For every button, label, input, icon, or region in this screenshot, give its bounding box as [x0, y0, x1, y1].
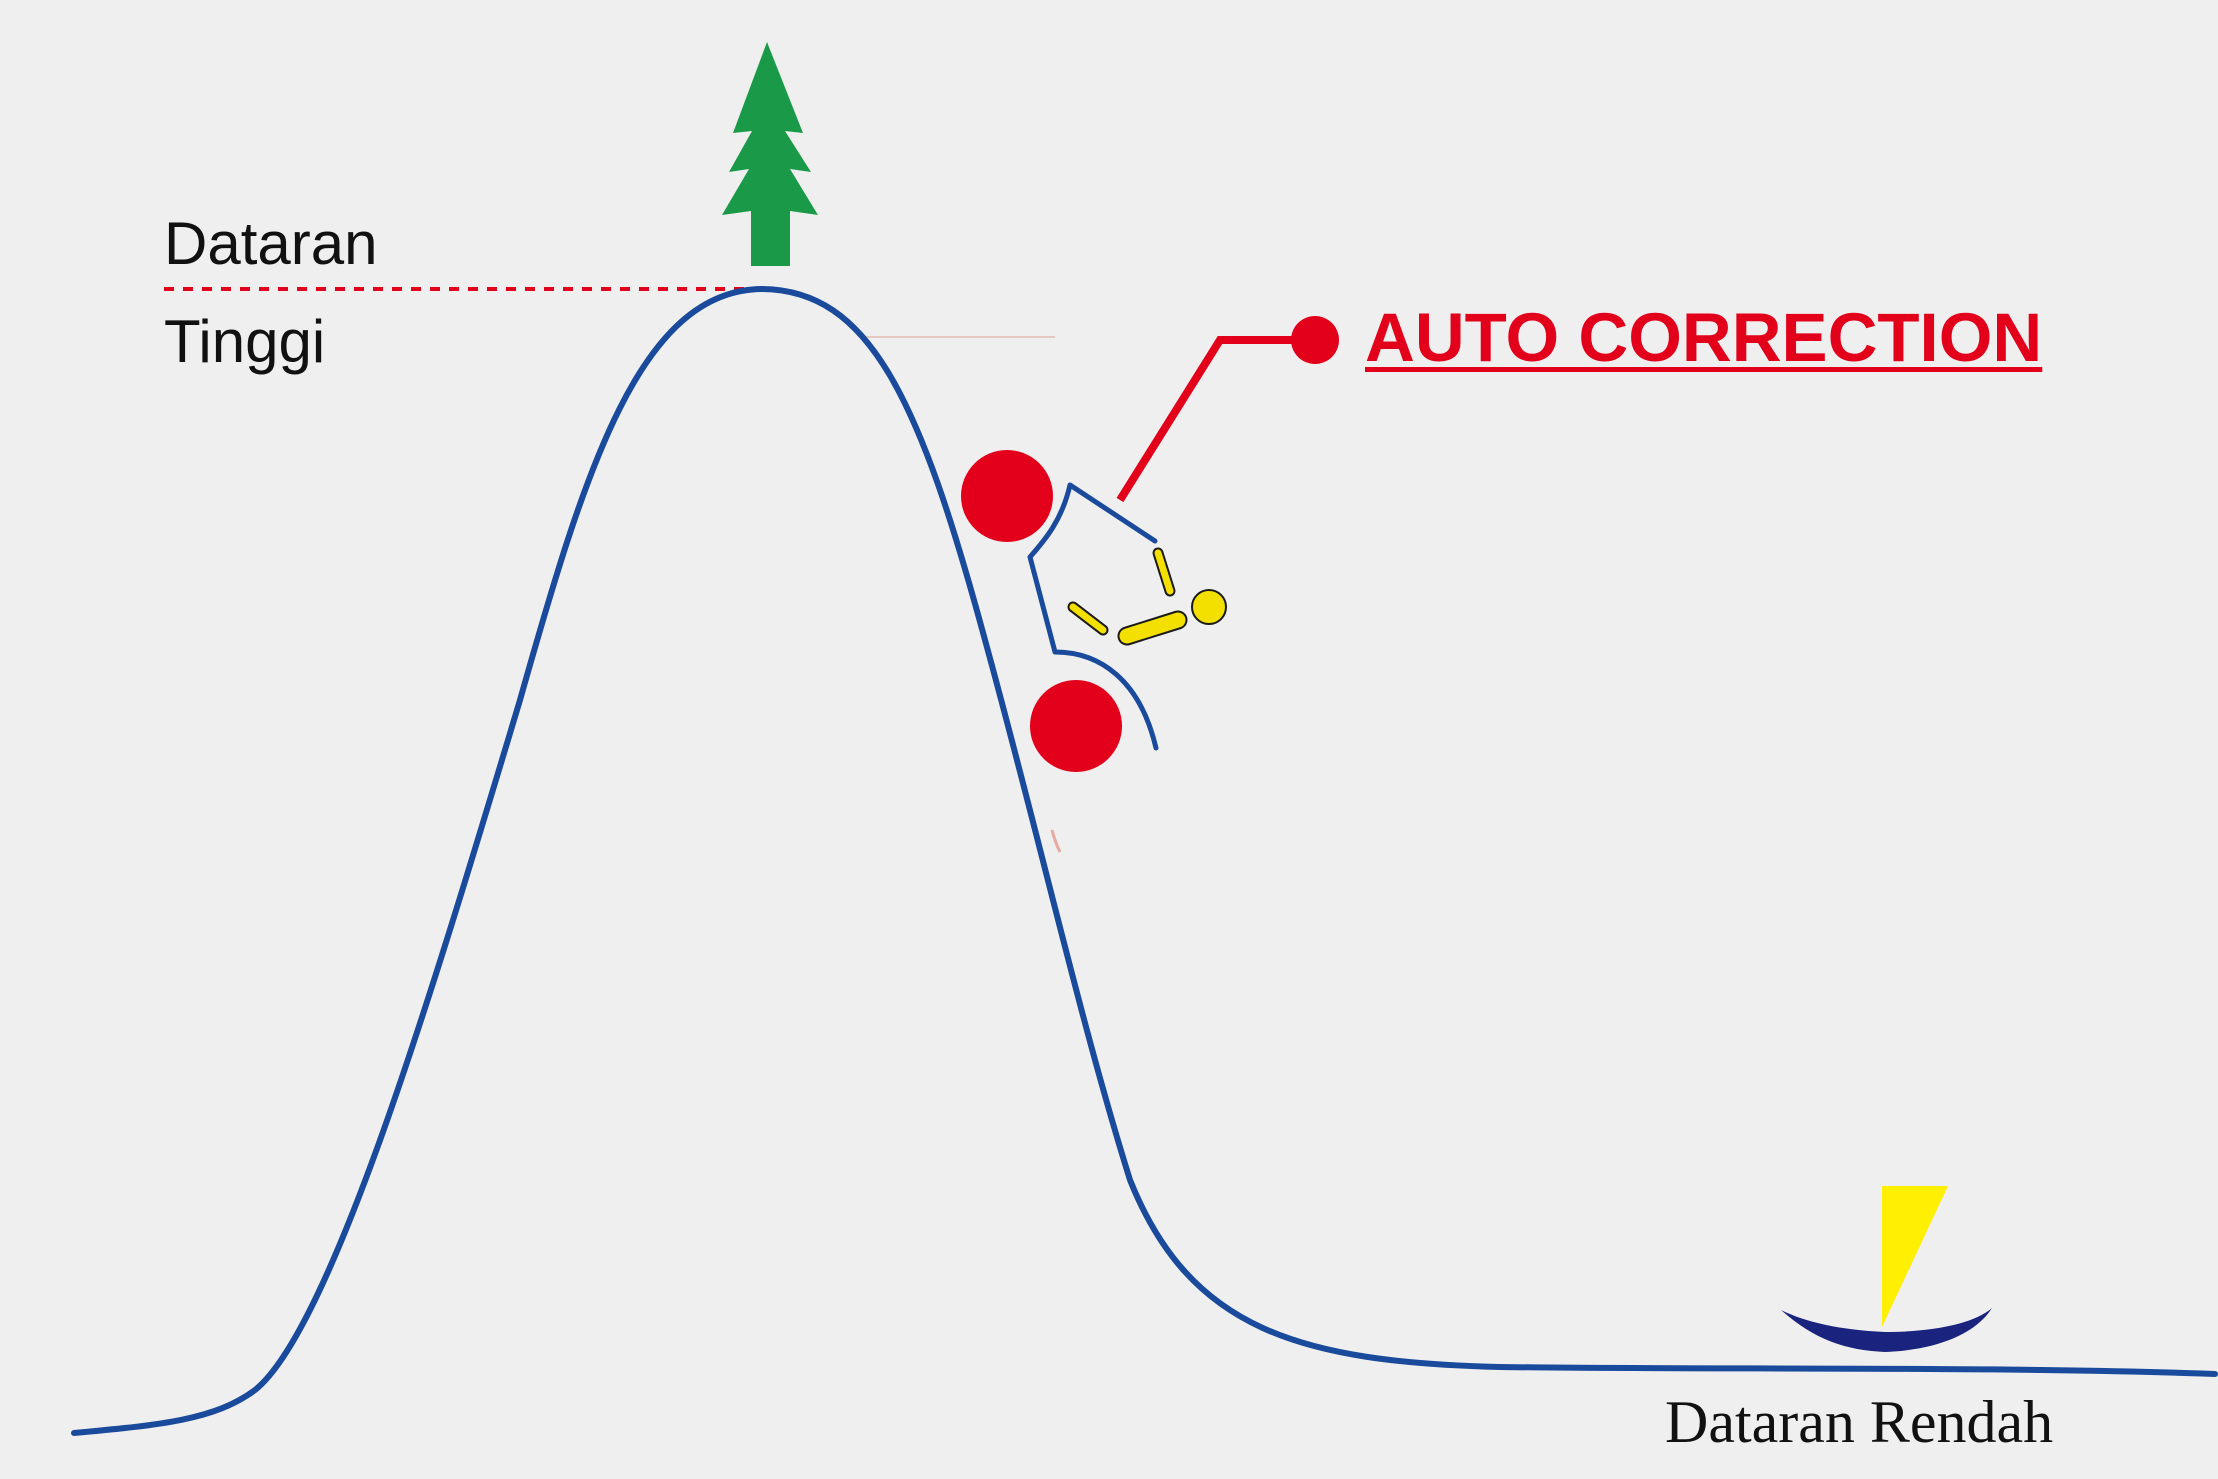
callout-connector — [1116, 316, 1339, 503]
rear-wheel — [1030, 680, 1122, 772]
highland-label-line2: Tinggi — [164, 308, 326, 375]
pine-tree-icon — [722, 42, 818, 266]
front-wheel — [961, 450, 1053, 542]
sailboat-icon — [1781, 1186, 1992, 1352]
hill-profile-line — [71, 285, 2218, 1436]
auto-correction-label: AUTO CORRECTION — [1365, 299, 2043, 376]
lowland-label: Dataran Rendah — [1665, 1389, 2054, 1455]
boat-hull — [1781, 1308, 1992, 1352]
bike-frame — [1027, 482, 1159, 751]
motorcycle-rider-icon — [961, 450, 1227, 772]
sail — [1882, 1186, 1948, 1327]
slope-red-mark — [1050, 829, 1062, 853]
highland-label-line1: Dataran — [164, 210, 378, 277]
rider-head — [1191, 589, 1227, 625]
